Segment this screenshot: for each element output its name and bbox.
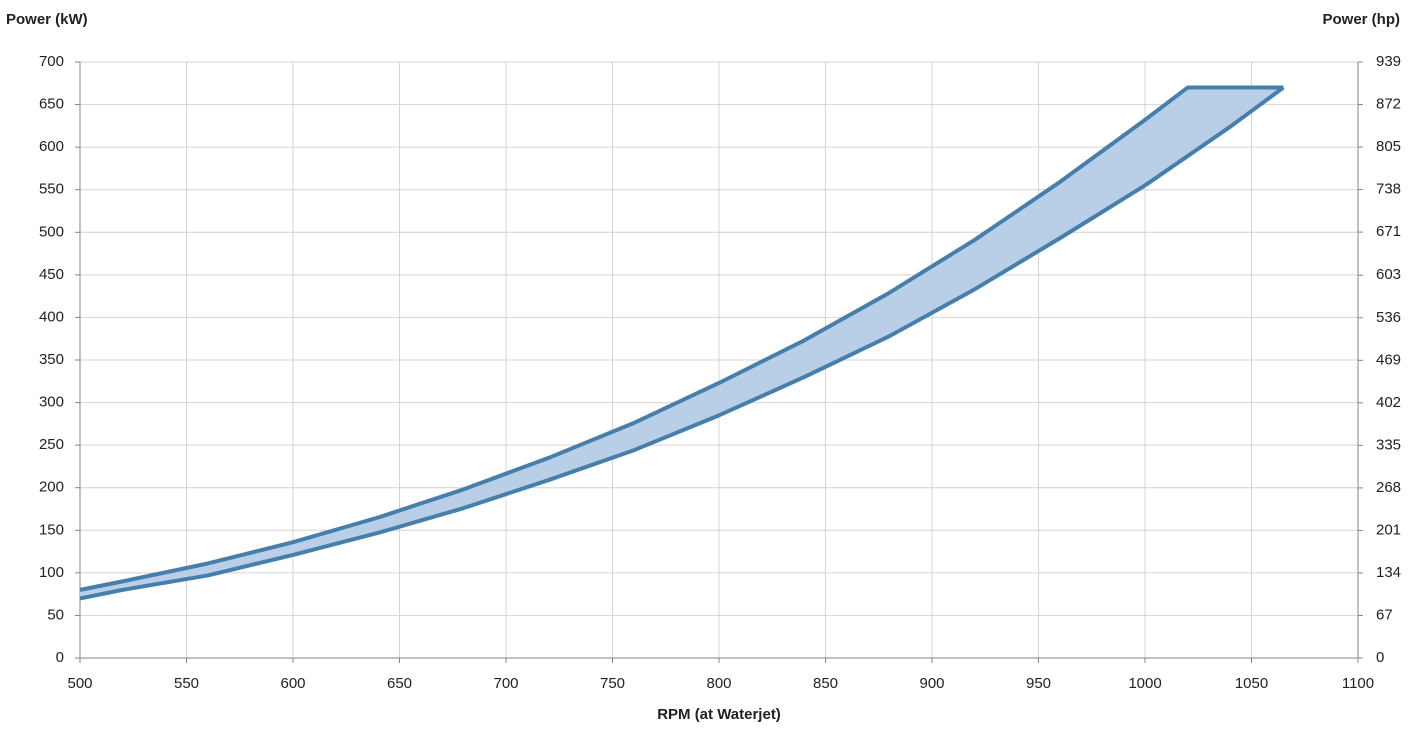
y2-tick-label: 805 xyxy=(1376,138,1401,155)
x-axis-title: RPM (at Waterjet) xyxy=(657,706,781,723)
y2-tick-label: 738 xyxy=(1376,181,1401,198)
y-tick-label: 350 xyxy=(39,351,64,368)
x-tick-label: 600 xyxy=(280,675,305,692)
y-tick-label: 200 xyxy=(39,479,64,496)
y2-tick-label: 671 xyxy=(1376,223,1401,240)
y2-tick-label: 402 xyxy=(1376,394,1401,411)
y-tick-label: 300 xyxy=(39,394,64,411)
x-tick-label: 850 xyxy=(813,675,838,692)
x-tick-label: 550 xyxy=(174,675,199,692)
y-tick-label: 450 xyxy=(39,266,64,283)
y2-axis-title: Power (hp) xyxy=(1323,11,1401,28)
y-tick-label: 0 xyxy=(56,649,64,666)
y2-tick-label: 0 xyxy=(1376,649,1384,666)
y-tick-label: 550 xyxy=(39,181,64,198)
y2-tick-label: 469 xyxy=(1376,351,1401,368)
x-tick-label: 1050 xyxy=(1235,675,1268,692)
x-tick-label: 1100 xyxy=(1342,675,1374,692)
y2-tick-label: 872 xyxy=(1376,95,1401,112)
y2-tick-label: 335 xyxy=(1376,436,1401,453)
y-tick-label: 100 xyxy=(39,564,64,581)
y2-tick-label: 536 xyxy=(1376,309,1401,326)
y-tick-label: 150 xyxy=(39,521,64,538)
band-edge-line xyxy=(79,85,1285,601)
y2-tick-label: 939 xyxy=(1376,53,1401,70)
y-tick-label: 600 xyxy=(39,138,64,155)
x-tick-label: 650 xyxy=(387,675,412,692)
y-tick-label: 500 xyxy=(39,223,64,240)
y-tick-label: 650 xyxy=(39,96,64,113)
y2-tick-label: 201 xyxy=(1376,521,1401,538)
x-tick-label: 1000 xyxy=(1128,675,1161,692)
y-tick-label: 700 xyxy=(39,53,64,70)
y-tick-label: 400 xyxy=(39,308,64,325)
x-tick-label: 750 xyxy=(600,675,625,692)
x-tick-label: 500 xyxy=(67,675,92,692)
x-tick-label: 800 xyxy=(706,675,731,692)
x-tick-label: 950 xyxy=(1026,675,1051,692)
band-edge-line xyxy=(79,85,1284,592)
y-axis-title: Power (kW) xyxy=(6,11,88,28)
y2-tick-label: 268 xyxy=(1376,479,1401,496)
y2-tick-label: 603 xyxy=(1376,266,1401,283)
y2-tick-label: 67 xyxy=(1376,606,1393,623)
y2-tick-label: 134 xyxy=(1376,564,1401,581)
x-tick-label: 900 xyxy=(919,675,944,692)
y-tick-label: 250 xyxy=(39,436,64,453)
band-fill xyxy=(80,87,1284,599)
x-tick-label: 700 xyxy=(493,675,518,692)
y-tick-label: 50 xyxy=(47,606,64,623)
